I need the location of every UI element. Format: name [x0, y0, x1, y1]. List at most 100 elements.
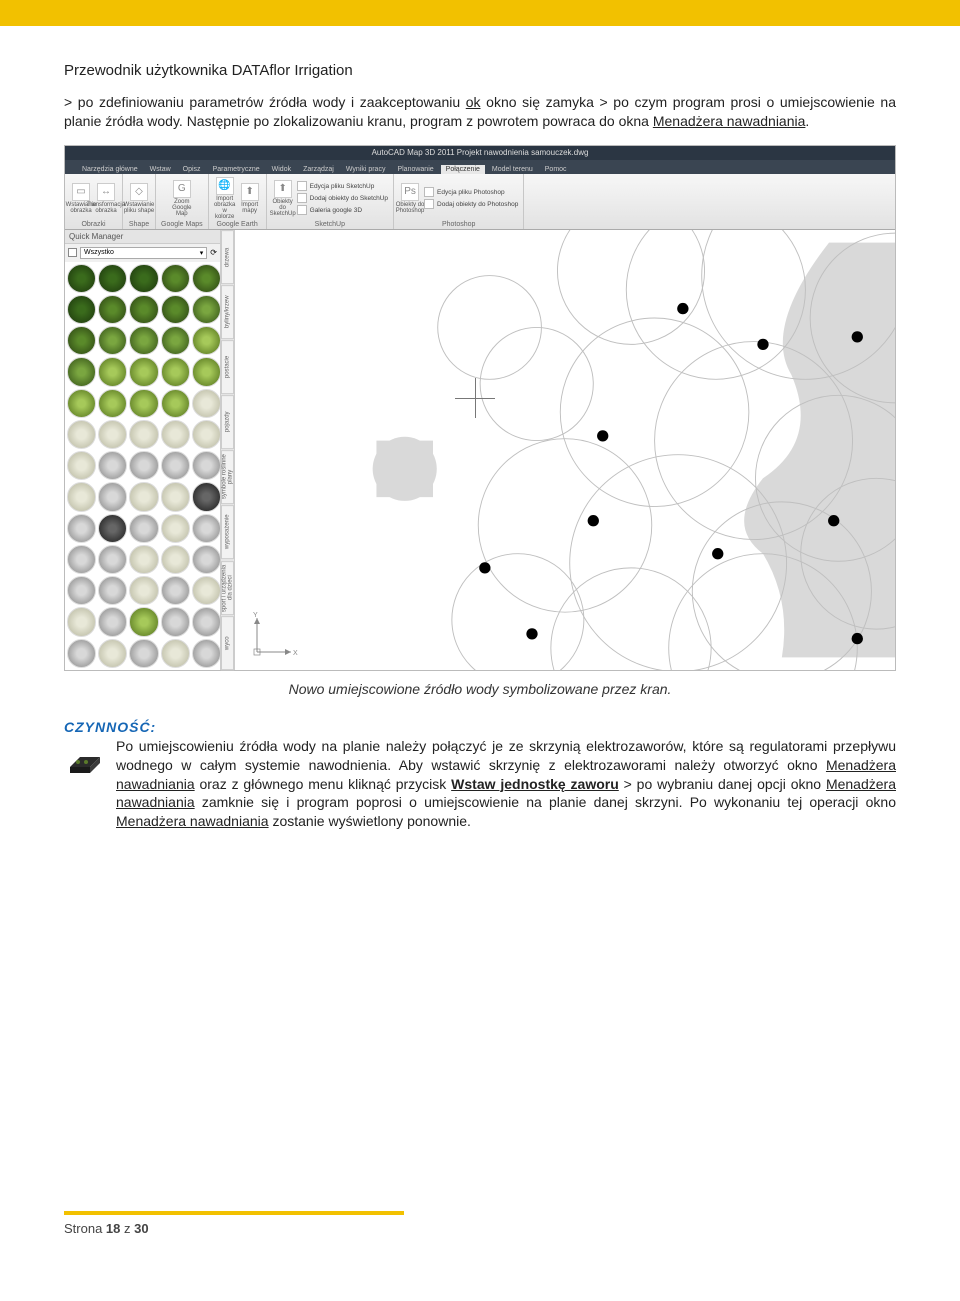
quick-manager-panel[interactable]: Quick Manager Wszystko▾ ⟳: [65, 230, 221, 670]
ribbon-line-button[interactable]: Edycja pliku Photoshop: [424, 186, 518, 198]
side-tab[interactable]: wyco: [221, 616, 234, 670]
plant-thumbnail[interactable]: [192, 420, 220, 449]
plant-thumbnail[interactable]: [161, 482, 190, 511]
app-tab[interactable]: Wstaw: [145, 165, 176, 174]
plant-thumbnail[interactable]: [67, 576, 96, 605]
plant-thumbnail[interactable]: [161, 295, 190, 324]
plant-thumbnail[interactable]: [67, 357, 96, 386]
plant-thumbnail[interactable]: [67, 264, 96, 293]
ribbon-line-button[interactable]: Galeria google 3D: [297, 204, 388, 216]
plant-thumbnail[interactable]: [67, 295, 96, 324]
sprinkler-head[interactable]: [526, 628, 537, 639]
plant-thumbnail[interactable]: [192, 545, 220, 574]
side-tab[interactable]: postacie: [221, 340, 234, 394]
app-tab[interactable]: Pomoc: [540, 165, 572, 174]
sprinkler-head[interactable]: [588, 515, 599, 526]
plant-thumbnail[interactable]: [67, 482, 96, 511]
side-tab[interactable]: symbole roślinne plany: [221, 450, 234, 504]
plant-thumbnail[interactable]: [161, 326, 190, 355]
plant-thumbnail[interactable]: [98, 545, 127, 574]
app-tab[interactable]: Widok: [267, 165, 296, 174]
plant-thumbnail[interactable]: [161, 607, 190, 636]
plant-thumbnail[interactable]: [67, 326, 96, 355]
ribbon-button[interactable]: ⬆Import mapy: [239, 183, 261, 214]
side-tab[interactable]: byliny/krzew: [221, 285, 234, 339]
plant-thumbnail[interactable]: [129, 420, 158, 449]
plant-thumbnail[interactable]: [98, 420, 127, 449]
plant-thumbnail[interactable]: [192, 389, 220, 418]
ribbon-button[interactable]: GZoom Google Map: [171, 180, 193, 217]
app-tab[interactable]: Parametryczne: [208, 165, 265, 174]
ribbon-button[interactable]: ⬆Obiekty do SketchUp: [272, 180, 294, 217]
app-tab[interactable]: Połączenie: [441, 165, 485, 174]
plant-thumbnail[interactable]: [129, 357, 158, 386]
ribbon-button[interactable]: PsObiekty do Photoshop: [399, 183, 421, 214]
plant-thumbnail[interactable]: [129, 576, 158, 605]
plant-thumbnail[interactable]: [192, 264, 220, 293]
thumbnail-grid[interactable]: [65, 262, 220, 670]
plant-thumbnail[interactable]: [192, 639, 220, 668]
ribbon-line-button[interactable]: Edycja pliku SketchUp: [297, 180, 388, 192]
plant-thumbnail[interactable]: [98, 357, 127, 386]
plant-thumbnail[interactable]: [129, 607, 158, 636]
plant-thumbnail[interactable]: [161, 357, 190, 386]
plant-thumbnail[interactable]: [67, 545, 96, 574]
plant-thumbnail[interactable]: [98, 295, 127, 324]
plant-thumbnail[interactable]: [192, 326, 220, 355]
sprinkler-head[interactable]: [677, 303, 688, 314]
ribbon-line-button[interactable]: Dodaj obiekty do Photoshop: [424, 198, 518, 210]
plant-thumbnail[interactable]: [67, 420, 96, 449]
side-tab[interactable]: drzewa: [221, 230, 234, 284]
plant-thumbnail[interactable]: [161, 545, 190, 574]
plant-thumbnail[interactable]: [192, 451, 220, 480]
qm-checkbox[interactable]: [68, 248, 77, 257]
plant-thumbnail[interactable]: [161, 264, 190, 293]
plant-thumbnail[interactable]: [129, 482, 158, 511]
plant-thumbnail[interactable]: [98, 389, 127, 418]
plant-thumbnail[interactable]: [67, 639, 96, 668]
app-tab[interactable]: Opisz: [178, 165, 206, 174]
plant-thumbnail[interactable]: [98, 639, 127, 668]
app-tab[interactable]: Wyniki pracy: [341, 165, 391, 174]
plant-thumbnail[interactable]: [129, 389, 158, 418]
plant-thumbnail[interactable]: [67, 607, 96, 636]
plant-thumbnail[interactable]: [129, 326, 158, 355]
plant-thumbnail[interactable]: [129, 264, 158, 293]
plant-thumbnail[interactable]: [98, 451, 127, 480]
sprinkler-head[interactable]: [757, 339, 768, 350]
refresh-icon[interactable]: ⟳: [210, 248, 217, 257]
plant-thumbnail[interactable]: [161, 389, 190, 418]
ribbon-line-button[interactable]: Dodaj obiekty do SketchUp: [297, 192, 388, 204]
sprinkler-head[interactable]: [479, 562, 490, 573]
plant-thumbnail[interactable]: [98, 576, 127, 605]
plant-thumbnail[interactable]: [192, 607, 220, 636]
plant-thumbnail[interactable]: [161, 420, 190, 449]
plant-thumbnail[interactable]: [67, 514, 96, 543]
sprinkler-head[interactable]: [852, 633, 863, 644]
plant-thumbnail[interactable]: [129, 639, 158, 668]
ribbon-button[interactable]: ◇Wstawianie pliku shape: [128, 183, 150, 214]
plant-thumbnail[interactable]: [98, 607, 127, 636]
plant-thumbnail[interactable]: [192, 576, 220, 605]
sprinkler-head[interactable]: [712, 548, 723, 559]
plant-thumbnail[interactable]: [161, 451, 190, 480]
plant-thumbnail[interactable]: [67, 451, 96, 480]
plant-thumbnail[interactable]: [67, 389, 96, 418]
side-tab[interactable]: wyposażenie: [221, 505, 234, 559]
plant-thumbnail[interactable]: [192, 357, 220, 386]
side-tab[interactable]: sport i urządzenia dla dzieci: [221, 561, 234, 615]
ribbon[interactable]: ▭Wstawianie obrazka↔Transformacja obrazk…: [65, 174, 895, 230]
sprinkler-head[interactable]: [852, 331, 863, 342]
app-tab[interactable]: Zarządzaj: [298, 165, 339, 174]
plant-thumbnail[interactable]: [98, 264, 127, 293]
drawing-canvas[interactable]: X Y: [235, 230, 895, 670]
plant-thumbnail[interactable]: [161, 576, 190, 605]
ribbon-button[interactable]: ↔Transformacja obrazka: [95, 183, 117, 214]
app-tabs[interactable]: Narzędzia główneWstawOpiszParametryczneW…: [65, 160, 895, 174]
ribbon-button[interactable]: 🌐Import obrazka w kolorze: [214, 177, 236, 220]
side-tab[interactable]: pojazdy: [221, 395, 234, 449]
plant-thumbnail[interactable]: [192, 482, 220, 511]
plant-thumbnail[interactable]: [98, 514, 127, 543]
plant-thumbnail[interactable]: [129, 451, 158, 480]
app-tab[interactable]: Narzędzia główne: [77, 165, 143, 174]
